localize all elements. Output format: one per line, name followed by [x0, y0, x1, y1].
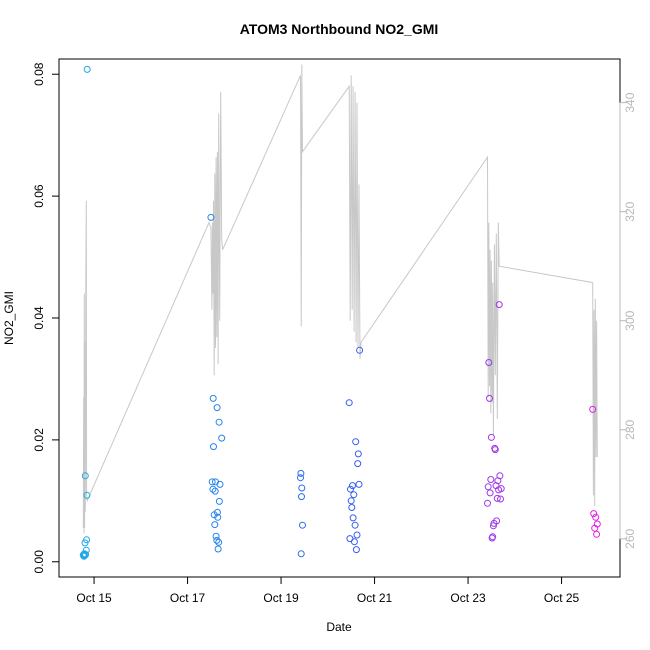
data-point	[213, 536, 221, 544]
y-axis-left: 0.00 0.02 0.04 0.06 0.08	[32, 62, 60, 574]
data-point	[589, 405, 597, 413]
x-tick-label: Oct 25	[544, 591, 580, 605]
x-tick-label: Oct 23	[450, 591, 486, 605]
data-point	[353, 531, 361, 539]
data-point	[82, 546, 90, 554]
data-point	[484, 499, 491, 507]
data-point	[214, 513, 222, 521]
data-point	[218, 434, 226, 442]
data-point	[356, 346, 364, 354]
data-point	[352, 438, 360, 446]
data-point	[212, 532, 220, 540]
data-point	[297, 474, 304, 482]
data-point	[493, 517, 501, 525]
data-point	[348, 504, 356, 511]
x-tick-label: Oct 21	[357, 591, 393, 605]
data-point	[208, 478, 216, 486]
data-point	[493, 494, 501, 502]
data-point	[593, 520, 601, 528]
data-point	[484, 483, 492, 491]
data-point	[590, 510, 598, 518]
data-point	[297, 550, 305, 558]
data-point	[491, 446, 499, 454]
data-point	[216, 480, 224, 488]
data-point	[349, 482, 356, 490]
plot-frame	[58, 58, 621, 578]
data-point	[350, 491, 358, 499]
data-point	[593, 530, 601, 538]
data-point	[347, 497, 355, 505]
data-point	[82, 551, 90, 558]
data-point	[354, 450, 362, 458]
data-point	[211, 487, 219, 495]
x-axis: Oct 15 Oct 17 Oct 19 Oct 21 Oct 23 Oct 25	[76, 576, 580, 605]
data-point	[299, 521, 306, 529]
data-point	[214, 545, 222, 553]
data-point	[81, 472, 89, 480]
data-point	[349, 514, 357, 522]
scatter-series	[79, 65, 601, 560]
y-left-tick-label: 0.08	[32, 62, 46, 86]
data-point	[592, 513, 600, 521]
data-point	[210, 443, 217, 451]
data-point	[497, 495, 504, 503]
data-point	[215, 418, 223, 426]
y-axis-label: NO2_GMI	[2, 291, 16, 345]
data-point	[487, 433, 495, 441]
data-point	[298, 484, 306, 492]
data-point	[213, 404, 221, 412]
y-axis-right: 260 280 300 320 340	[619, 92, 637, 549]
data-point	[83, 65, 91, 73]
line-series-path	[82, 64, 598, 534]
data-point	[351, 521, 359, 529]
data-point	[207, 213, 215, 221]
data-point	[215, 497, 223, 505]
data-point	[355, 480, 363, 488]
data-point	[83, 536, 91, 544]
y-left-tick-label: 0.00	[32, 550, 46, 574]
x-axis-label: Date	[326, 620, 352, 634]
x-tick-label: Oct 19	[263, 591, 299, 605]
data-point	[350, 538, 358, 546]
y-right-tick-label: 320	[623, 201, 637, 221]
data-point	[497, 485, 505, 493]
data-point	[83, 491, 91, 499]
data-point	[495, 301, 503, 309]
data-point	[80, 552, 88, 560]
chart-title: ATOM3 Northbound NO2_GMI	[240, 21, 439, 37]
x-tick-label: Oct 17	[170, 591, 206, 605]
y-right-tick-label: 300	[623, 310, 637, 330]
data-point	[486, 489, 494, 497]
data-point	[486, 394, 493, 402]
data-point	[347, 485, 354, 493]
data-point	[487, 476, 495, 483]
data-point	[485, 359, 493, 366]
data-point	[496, 472, 504, 480]
data-point	[213, 508, 221, 516]
data-point	[345, 399, 353, 407]
data-point	[354, 460, 362, 468]
data-point	[209, 485, 217, 493]
y-right-tick-label: 280	[623, 419, 637, 439]
line-series	[82, 64, 598, 534]
data-point	[209, 394, 217, 402]
data-point	[215, 538, 223, 546]
x-tick-label: Oct 15	[76, 591, 112, 605]
data-point	[297, 469, 305, 477]
y-left-tick-label: 0.04	[32, 306, 46, 330]
data-point	[298, 493, 305, 501]
y-right-tick-label: 340	[623, 92, 637, 112]
y-left-tick-label: 0.02	[32, 428, 46, 452]
y-right-tick-label: 260	[623, 528, 637, 548]
data-point	[489, 533, 497, 541]
data-point	[211, 521, 219, 529]
y-left-tick-label: 0.06	[32, 184, 46, 208]
data-point	[352, 546, 360, 554]
